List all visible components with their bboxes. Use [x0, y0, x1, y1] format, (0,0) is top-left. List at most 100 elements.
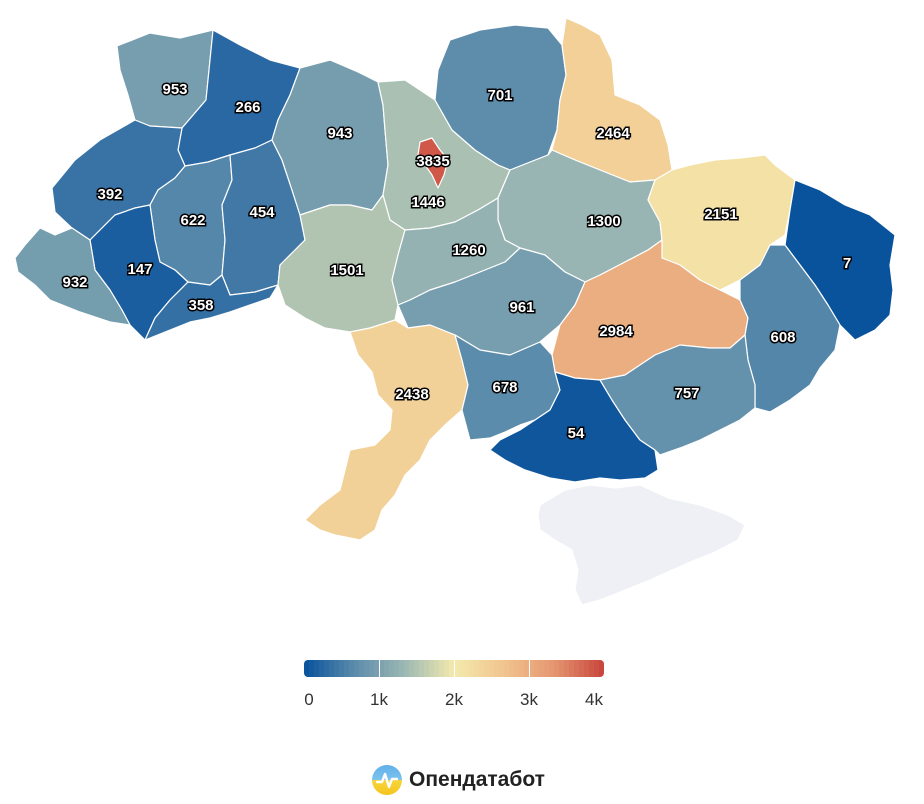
color-scale-segment: [479, 660, 484, 677]
color-scale-segment: [534, 660, 539, 677]
color-scale-segment: [329, 660, 334, 677]
region-label-mykolaiv: 678: [492, 379, 517, 396]
opendatabot-logo-icon: [372, 765, 402, 795]
color-scale-segment: [419, 660, 424, 677]
color-scale-segment: [489, 660, 494, 677]
color-scale-segment: [409, 660, 414, 677]
color-scale-segment: [399, 660, 404, 677]
color-scale-segment: [344, 660, 349, 677]
color-scale-segment: [354, 660, 359, 677]
region-zaporizhzhia[interactable]: [599, 334, 756, 456]
brand-footer: Опендатабот: [371, 764, 545, 796]
color-scale-segment: [474, 660, 479, 677]
color-scale-segment: [544, 660, 549, 677]
brand-name: Опендатабот: [409, 768, 545, 791]
color-scale-segment: [549, 660, 554, 677]
color-scale-segment: [569, 660, 574, 677]
color-scale-segment: [424, 660, 429, 677]
region-label-lviv: 392: [97, 186, 122, 203]
region-label-kherson: 54: [568, 425, 585, 442]
color-scale-segment: [324, 660, 329, 677]
color-scale-segment: [429, 660, 434, 677]
color-scale-segment: [519, 660, 524, 677]
color-scale-segment: [364, 660, 369, 677]
color-scale-segment: [319, 660, 324, 677]
region-label-chernihiv: 701: [487, 87, 512, 104]
color-scale-segment: [394, 660, 399, 677]
color-scale-segment: [374, 660, 379, 677]
color-scale-segment: [529, 660, 534, 677]
color-scale-segment: [539, 660, 544, 677]
color-scale-segment: [524, 660, 529, 677]
color-scale-segment: [469, 660, 474, 677]
color-scale-segment: [464, 660, 469, 677]
region-odesa[interactable]: [304, 319, 469, 541]
color-scale-segment: [574, 660, 579, 677]
color-scale-divider: [529, 660, 530, 677]
region-zakarpattia[interactable]: [14, 227, 131, 326]
region-label-poltava: 1300: [587, 213, 620, 230]
color-scale-segment: [304, 660, 309, 677]
region-label-odesa: 2438: [395, 386, 428, 403]
color-scale-divider: [379, 660, 380, 677]
color-scale-segment: [559, 660, 564, 677]
region-label-kyiv-oblast: 1446: [411, 194, 444, 211]
color-scale-segment: [514, 660, 519, 677]
color-scale-segment: [499, 660, 504, 677]
region-label-kirovohrad: 961: [509, 299, 534, 316]
color-scale-segment: [404, 660, 409, 677]
ukraine-choropleth-map: 953 266 392 622 454 147 932 358 943 1446 3835 701 24…: [14, 17, 896, 606]
region-label-volyn: 953: [162, 81, 187, 98]
region-label-rivne: 266: [235, 99, 260, 116]
color-scale-segment: [454, 660, 459, 677]
color-scale-segment: [599, 660, 604, 677]
color-scale-segment: [379, 660, 384, 677]
region-label-luhansk: 7: [843, 255, 851, 272]
region-label-donetsk: 608: [770, 329, 795, 346]
color-scale-bar: [304, 660, 604, 677]
color-scale-segment: [449, 660, 454, 677]
color-scale-segment: [509, 660, 514, 677]
color-scale-segment: [554, 660, 559, 677]
color-scale-segment: [434, 660, 439, 677]
color-scale-segment: [334, 660, 339, 677]
color-scale-segment: [389, 660, 394, 677]
color-scale-segment: [439, 660, 444, 677]
region-label-khmelnytskyi: 454: [249, 204, 275, 221]
color-scale-segment: [314, 660, 319, 677]
region-chernivtsi[interactable]: [144, 274, 279, 341]
color-scale-segment: [484, 660, 489, 677]
color-scale-tick-label: 2k: [445, 690, 463, 709]
color-scale-segment: [579, 660, 584, 677]
color-scale-segment: [584, 660, 589, 677]
color-scale-divider: [454, 660, 455, 677]
color-scale-tick-label: 0: [304, 690, 314, 709]
region-label-zaporizhzhia: 757: [674, 385, 699, 402]
region-label-zakarpattia: 932: [62, 274, 87, 291]
color-scale-segment: [384, 660, 389, 677]
color-scale-segment: [309, 660, 314, 677]
color-scale-segment: [494, 660, 499, 677]
region-label-kharkiv: 2151: [704, 206, 737, 223]
color-scale-tick-label: 1k: [370, 690, 388, 709]
region-label-vinnytsia: 1501: [330, 262, 363, 279]
color-scale-segment: [349, 660, 354, 677]
color-scale-tick-label: 3k: [520, 690, 538, 709]
region-crimea[interactable]: [537, 484, 746, 606]
color-scale-segment: [444, 660, 449, 677]
region-label-kyiv-city: 3835: [416, 153, 449, 170]
region-label-zhytomyr: 943: [327, 125, 352, 142]
color-scale-tick-label: 4k: [585, 690, 603, 709]
region-kyiv-city[interactable]: [417, 137, 449, 189]
color-scale-segment: [339, 660, 344, 677]
color-scale-segment: [594, 660, 599, 677]
color-scale-segment: [589, 660, 594, 677]
region-label-ivano-frankivsk: 147: [127, 261, 152, 278]
color-scale-segment: [414, 660, 419, 677]
color-scale-segment: [369, 660, 374, 677]
color-scale-segment: [564, 660, 569, 677]
color-scale-segment: [359, 660, 364, 677]
region-label-chernivtsi: 358: [188, 297, 213, 314]
region-label-cherkasy: 1260: [452, 242, 485, 259]
color-scale-segment: [459, 660, 464, 677]
